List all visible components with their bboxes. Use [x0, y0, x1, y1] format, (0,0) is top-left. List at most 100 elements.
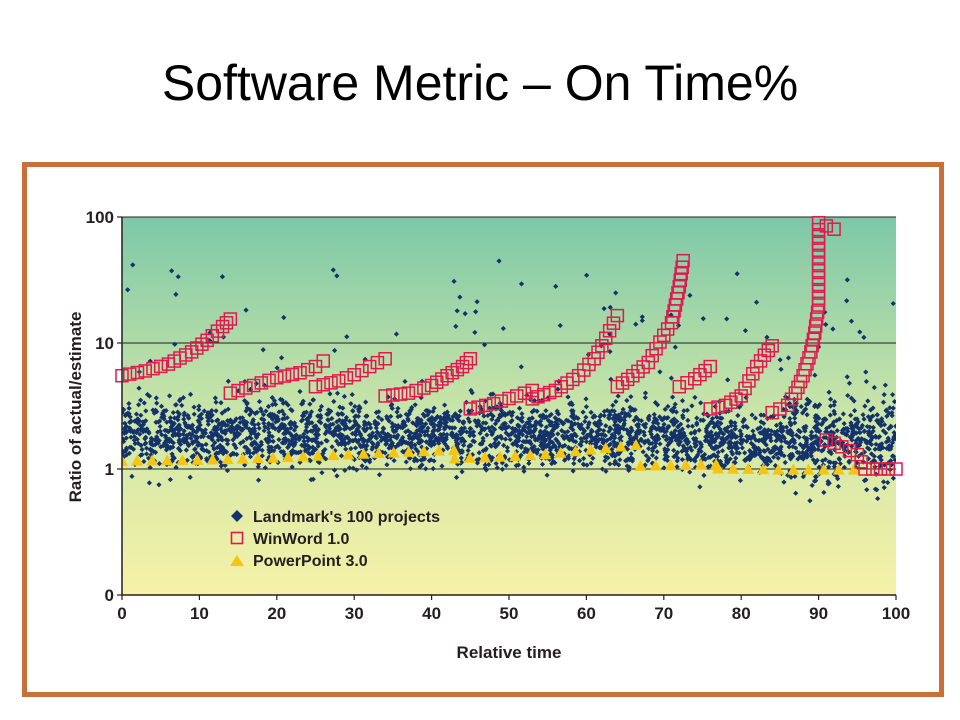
landmark-point [527, 440, 534, 446]
landmark-point [385, 394, 391, 400]
powerpoint-point [122, 454, 128, 466]
landmark-point [679, 456, 685, 463]
powerpoint-point [327, 449, 340, 461]
winword-point [738, 381, 752, 396]
landmark-point [383, 438, 390, 445]
landmark-point [283, 399, 289, 406]
landmark-point [516, 430, 522, 436]
landmark-point [168, 424, 174, 430]
landmark-point [881, 422, 888, 428]
landmark-point [584, 432, 590, 438]
landmark-point [436, 440, 442, 447]
landmark-point [182, 420, 188, 426]
x-tick-label: 30 [345, 604, 364, 623]
landmark-point [213, 408, 219, 414]
landmark-point [799, 410, 806, 416]
landmark-point [654, 437, 660, 443]
landmark-point [886, 410, 892, 416]
landmark-point [484, 432, 490, 438]
winword-point [355, 363, 369, 378]
landmark-point [715, 449, 721, 455]
landmark-point [576, 458, 583, 464]
landmark-point [831, 464, 837, 470]
landmark-point [340, 418, 346, 424]
landmark-point [423, 421, 429, 427]
landmark-point [187, 431, 193, 437]
landmark-point [809, 482, 815, 489]
winword-point [210, 324, 225, 338]
landmark-point [320, 454, 326, 460]
landmark-point [369, 430, 376, 436]
landmark-point [812, 415, 818, 421]
landmark-point [737, 477, 744, 484]
landmark-point [874, 412, 880, 418]
landmark-point [668, 438, 674, 444]
landmark-point [649, 440, 655, 446]
winword-point [811, 270, 826, 285]
landmark-point [299, 401, 305, 407]
landmark-point [635, 424, 641, 430]
landmark-point [549, 439, 556, 445]
landmark-point [726, 445, 732, 451]
landmark-point [354, 467, 360, 473]
landmark-point [213, 399, 219, 405]
landmark-point [873, 471, 879, 477]
landmark-point [280, 422, 286, 428]
landmark-point [728, 422, 734, 429]
landmark-point [563, 455, 569, 461]
landmark-point [537, 432, 543, 438]
landmark-point [542, 445, 548, 451]
landmark-point [308, 409, 315, 415]
landmark-point [248, 435, 254, 441]
x-tick-label: 80 [732, 604, 751, 623]
landmark-point [689, 447, 695, 453]
winword-point [809, 312, 824, 326]
landmark-point [752, 444, 758, 450]
landmark-point [615, 441, 621, 447]
landmark-point [862, 403, 868, 409]
winword-point [811, 264, 826, 278]
landmark-point [596, 418, 603, 424]
landmark-point [823, 425, 830, 432]
landmark-point [867, 417, 873, 423]
landmark-point [502, 453, 508, 460]
landmark-point [345, 440, 352, 446]
landmark-point [474, 457, 480, 463]
landmark-point [347, 437, 353, 443]
landmark-point [604, 437, 610, 443]
landmark-point [569, 413, 575, 419]
landmark-point [635, 427, 641, 433]
landmark-point [140, 419, 146, 425]
landmark-point [414, 423, 420, 429]
landmark-point [789, 430, 795, 436]
landmark-point [489, 455, 495, 461]
landmark-point [870, 424, 876, 431]
landmark-point [762, 427, 768, 433]
landmark-point [572, 431, 578, 437]
landmark-point [323, 424, 329, 430]
landmark-point [711, 424, 717, 430]
landmark-point [192, 438, 198, 444]
landmark-point [384, 413, 390, 420]
powerpoint-point [694, 458, 707, 470]
landmark-point [790, 453, 796, 459]
winword-point [641, 355, 656, 370]
winword-point [729, 392, 743, 406]
powerpoint-point [221, 453, 234, 465]
landmark-point [594, 429, 600, 435]
landmark-point [533, 419, 539, 425]
winword-point [190, 341, 204, 355]
winword-point [339, 371, 354, 385]
landmark-point [293, 432, 299, 438]
landmark-point [123, 435, 129, 441]
landmark-point [584, 462, 590, 468]
landmark-point [332, 448, 338, 454]
landmark-point [816, 443, 822, 449]
landmark-point [763, 442, 769, 448]
landmark-point [627, 435, 634, 442]
landmark-point [761, 420, 767, 426]
winword-point [734, 389, 748, 403]
winword-point [811, 229, 826, 244]
landmark-point [588, 434, 595, 440]
landmark-point [355, 428, 362, 434]
